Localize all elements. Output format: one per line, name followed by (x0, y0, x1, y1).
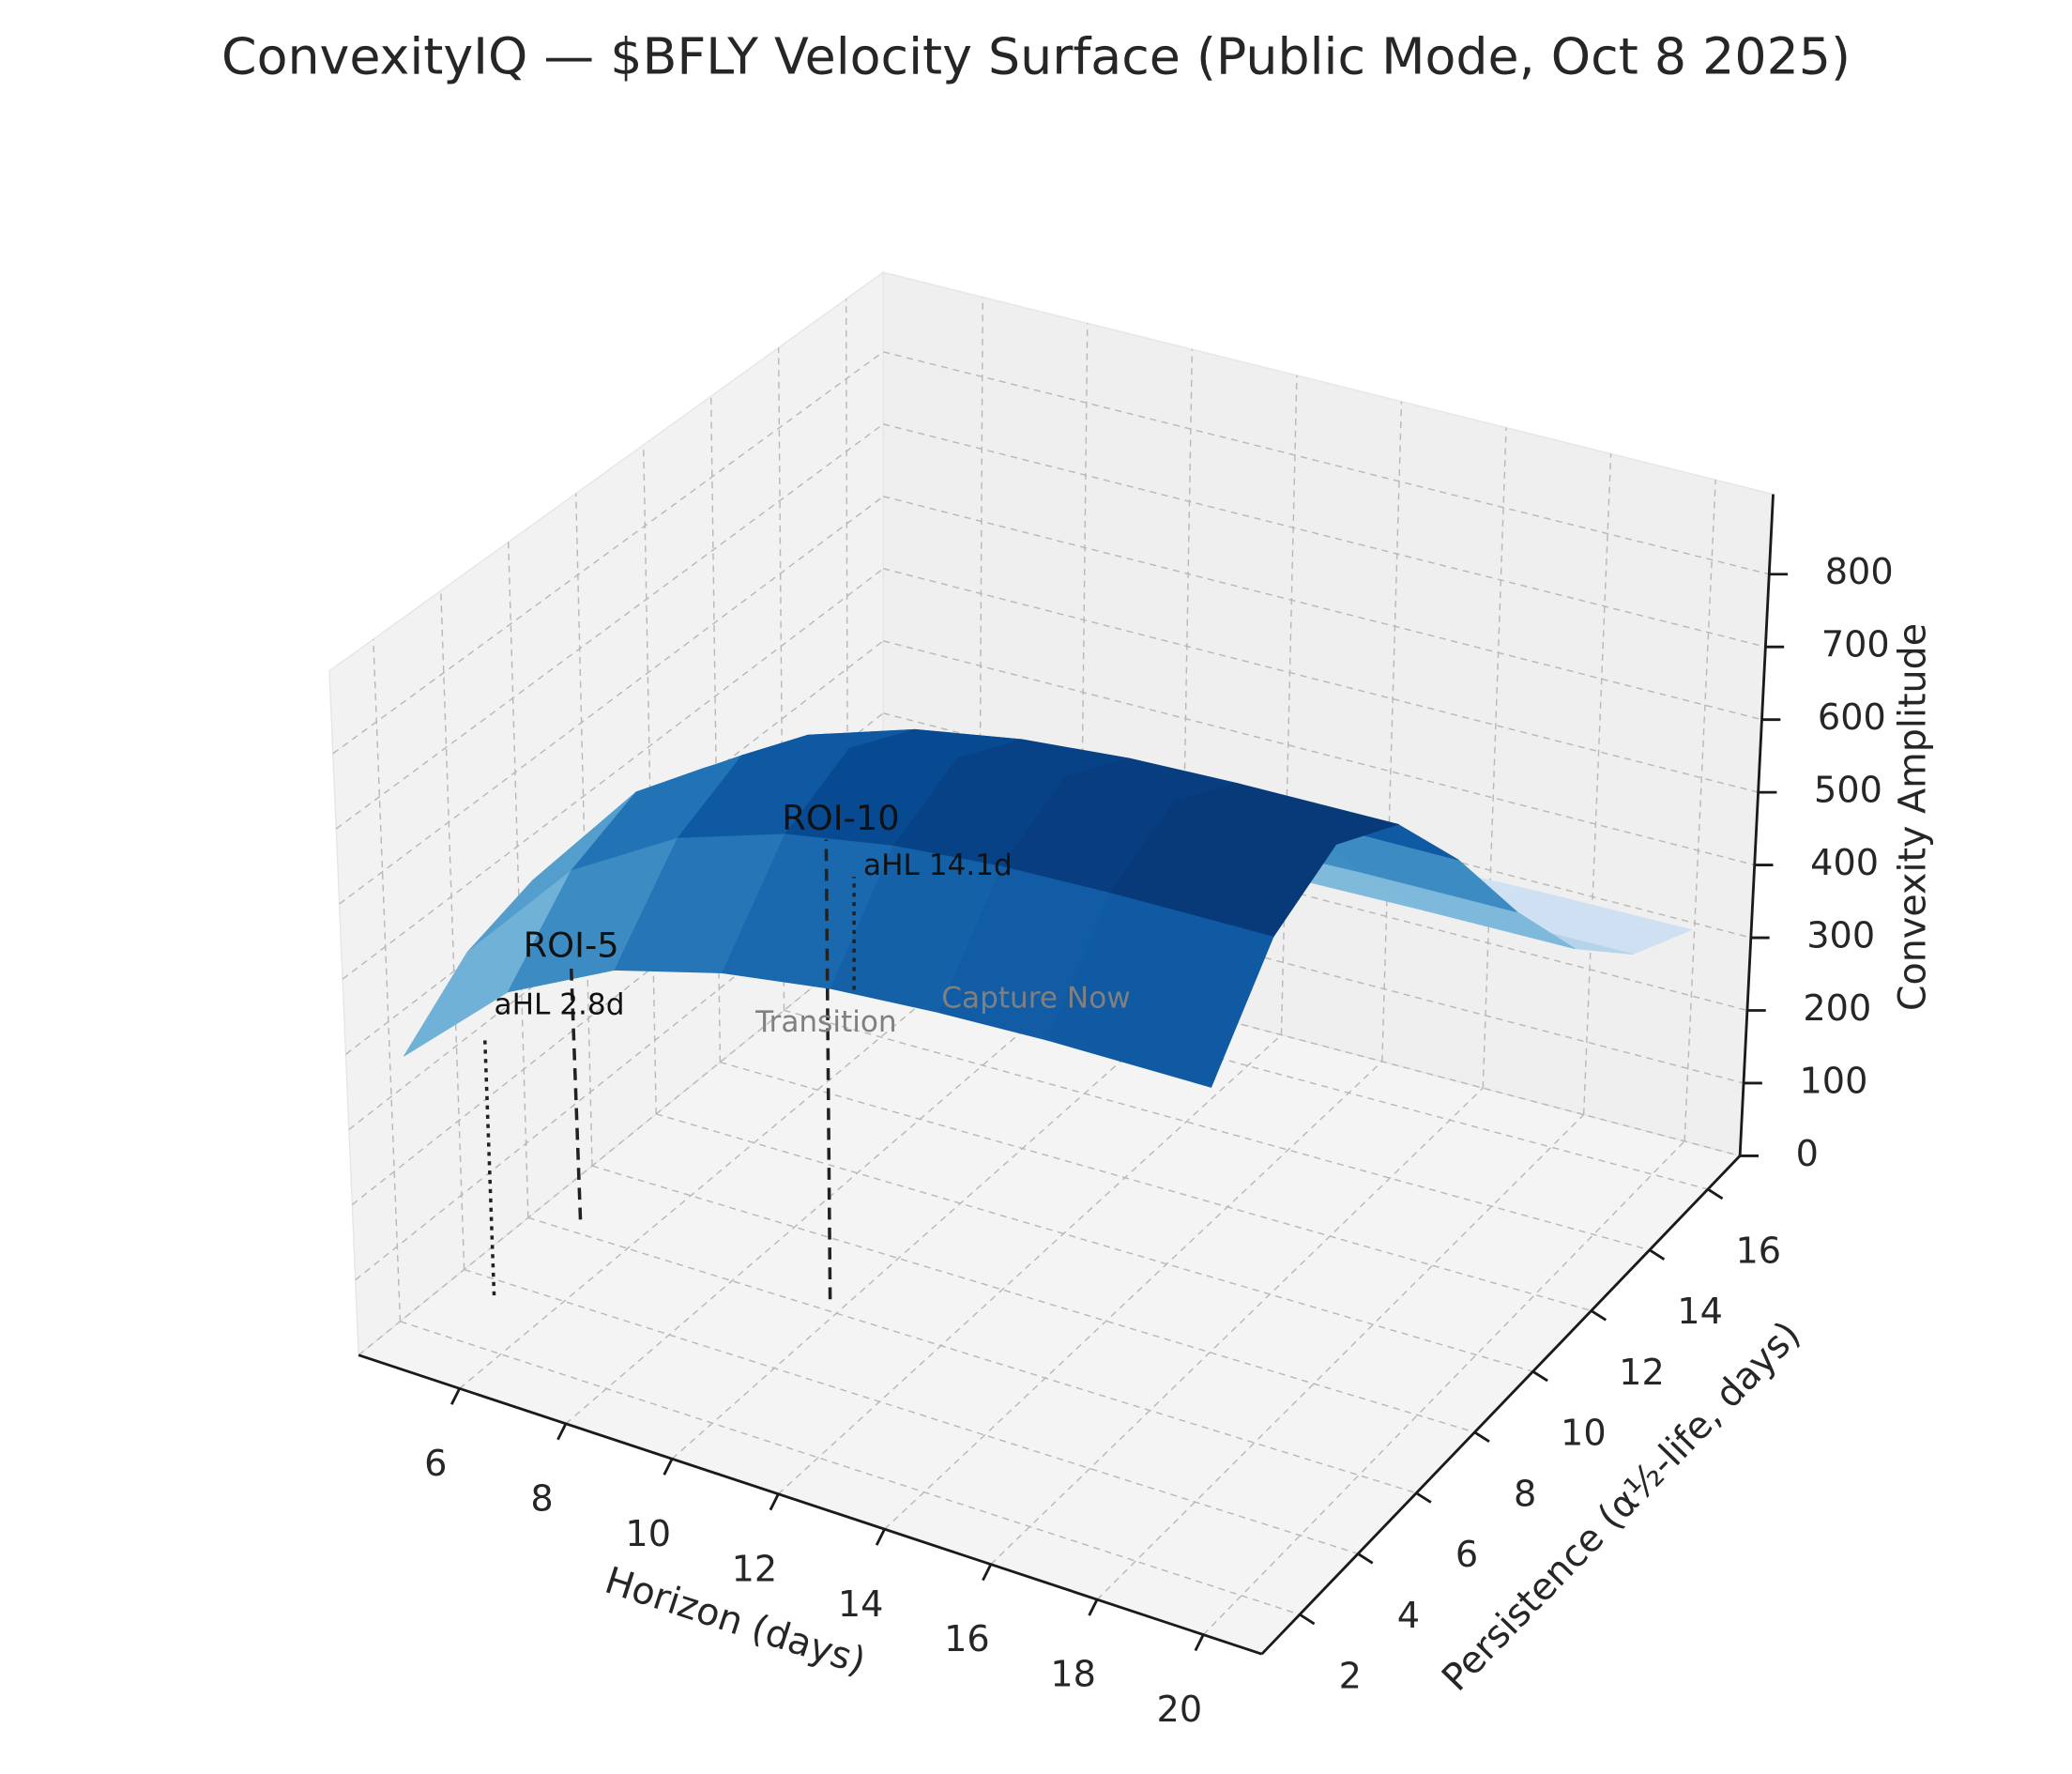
x-tick-label: 20 (1157, 1690, 1203, 1731)
y-tick (1707, 1187, 1724, 1201)
x-tick (875, 1528, 886, 1546)
z-tick-label: 200 (1803, 988, 1871, 1030)
grid-line (883, 496, 1762, 721)
grid-line (440, 590, 465, 1270)
chart-title: ConvexityIQ — $BFLY Velocity Surface (Pu… (221, 26, 1851, 85)
grid-line (464, 1268, 1359, 1555)
grid-line (575, 493, 593, 1167)
y-tick (1357, 1552, 1374, 1565)
annotation: aHL 2.8d (495, 987, 625, 1021)
x-axis (358, 1353, 1263, 1656)
grid-line (1684, 480, 1716, 1141)
annotation-line (482, 1035, 496, 1296)
x-tick-label: 16 (944, 1619, 990, 1660)
z-axis-label: Convexity Amplitude (1891, 623, 1934, 1011)
z-axis (1738, 494, 1775, 1156)
y-tick-label: 8 (1514, 1474, 1536, 1515)
z-tick-label: 700 (1821, 625, 1890, 666)
annotation: Capture Now (941, 981, 1130, 1015)
x-tick (982, 1564, 993, 1582)
z-tick-label: 100 (1799, 1061, 1867, 1102)
y-tick-label: 6 (1455, 1535, 1478, 1576)
grid-line (400, 1321, 1301, 1615)
x-tick-label: 6 (424, 1444, 447, 1485)
x-tick-label: 10 (625, 1514, 671, 1555)
annotation-line (824, 839, 832, 1300)
y-tick (1415, 1491, 1432, 1504)
y-tick (1473, 1430, 1490, 1444)
grid-line (884, 1061, 1383, 1530)
x-tick (1088, 1598, 1099, 1616)
y-tick (1649, 1248, 1666, 1261)
y-axis (1260, 1155, 1742, 1656)
grid-line (373, 639, 402, 1322)
grid-line (332, 351, 884, 755)
z-tick-label: 0 (1796, 1134, 1819, 1175)
grid-line (591, 1165, 1475, 1433)
annotation-line (569, 965, 583, 1220)
grid-line (777, 1034, 1282, 1495)
y-tick-label: 16 (1735, 1231, 1781, 1272)
y-tick-label: 12 (1619, 1353, 1665, 1394)
x-tick-label: 12 (732, 1549, 778, 1590)
y-tick-label: 4 (1397, 1596, 1420, 1637)
x-tick (769, 1493, 780, 1511)
grid-line (565, 981, 1081, 1425)
x-tick-label: 18 (1050, 1655, 1096, 1696)
grid-line (508, 542, 529, 1218)
grid-line (339, 496, 884, 905)
x-tick-label: 14 (838, 1584, 884, 1626)
grid-line (1202, 1140, 1685, 1636)
z-tick-label: 400 (1810, 843, 1879, 884)
grid-line (784, 1009, 1651, 1251)
x-tick (1194, 1633, 1205, 1652)
grid-line (643, 444, 657, 1114)
grid-line (990, 1087, 1484, 1566)
x-tick-label: 8 (530, 1478, 553, 1520)
grid-line (1582, 453, 1612, 1115)
grid-line (358, 929, 884, 1356)
y-tick-label: 2 (1339, 1657, 1362, 1698)
z-tick-label: 600 (1818, 697, 1886, 739)
y-tick (1590, 1309, 1607, 1322)
y-tick (1531, 1369, 1548, 1383)
y-tick (1299, 1613, 1316, 1626)
x-tick (449, 1387, 461, 1405)
grid-line (883, 640, 1755, 866)
annotation: ROI-10 (782, 798, 899, 838)
grid-line (720, 1061, 1592, 1312)
y-tick-label: 10 (1561, 1414, 1607, 1455)
grid-line (655, 1113, 1533, 1372)
grid-line (883, 351, 1770, 575)
surface (403, 728, 1693, 1088)
grid-line (883, 423, 1766, 648)
grid-line (459, 955, 980, 1389)
z-tick-label: 500 (1814, 771, 1882, 812)
y-tick-label: 14 (1677, 1292, 1723, 1333)
annotation: ROI-5 (524, 925, 619, 966)
grid-line (1280, 375, 1298, 1035)
grid-line (671, 1007, 1181, 1460)
grid-line (1482, 427, 1507, 1089)
grid-line (342, 568, 884, 980)
grid-line (335, 423, 884, 830)
surface-patch (1047, 893, 1274, 1088)
annotation: Transition (754, 1005, 897, 1039)
x-tick (556, 1423, 568, 1441)
z-tick-label: 300 (1806, 916, 1875, 957)
x-tick (663, 1458, 674, 1476)
z-tick-label: 800 (1825, 552, 1894, 593)
grid-line (1381, 401, 1403, 1062)
annotation: aHL 14.1d (863, 849, 1013, 882)
